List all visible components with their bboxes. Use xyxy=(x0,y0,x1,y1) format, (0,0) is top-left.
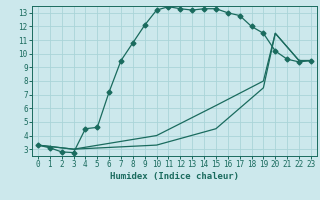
X-axis label: Humidex (Indice chaleur): Humidex (Indice chaleur) xyxy=(110,172,239,181)
